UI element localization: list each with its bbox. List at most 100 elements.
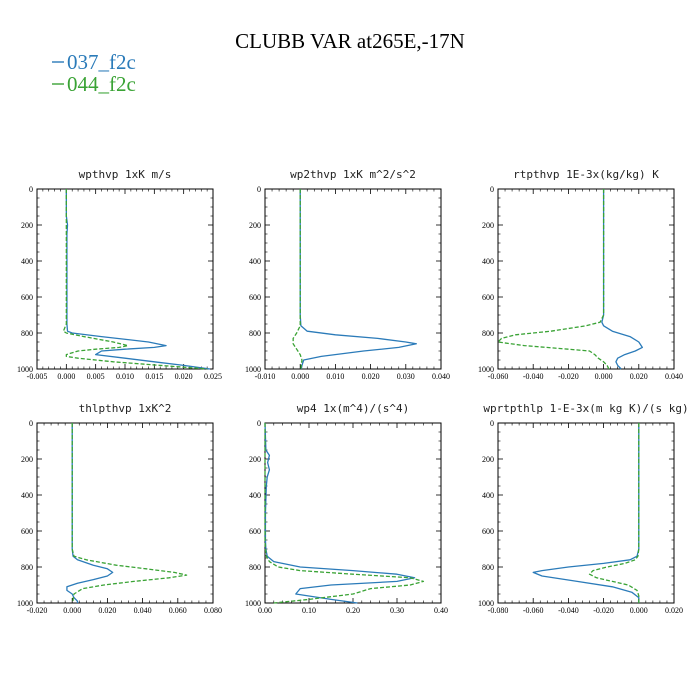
series-line-037_f2c: [264, 422, 416, 604]
y-tick-label: 400: [249, 491, 261, 500]
x-tick-label: 0.000: [57, 372, 75, 381]
y-tick-label: 400: [21, 491, 33, 500]
legend-label-1: 037_f2c: [67, 50, 136, 74]
x-tick-label: 0.025: [204, 372, 222, 381]
plot-frame: [497, 188, 675, 370]
panels: wpthvp 1xK m/s-0.005 0.000 0.005 0.010 0.015…: [17, 168, 689, 615]
x-tick-label: -0.020: [558, 372, 579, 381]
figure-title: CLUBB VAR at265E,-17N: [235, 29, 465, 53]
x-tick-label: 0.40: [434, 606, 448, 615]
series-line-044_f2c: [62, 189, 208, 370]
x-tick-label: 0.000: [291, 372, 309, 381]
y-tick-label: 800: [21, 329, 33, 338]
plot-frame: [497, 422, 675, 604]
y-tick-label: 600: [249, 293, 261, 302]
y-tick-label: 0: [257, 185, 261, 194]
panel-3: rtpthvp 1E-3x(kg/kg) K -0.060 -0.040 -0.020…: [478, 168, 683, 381]
y-tick-label: 600: [21, 293, 33, 302]
y-tick-label: 800: [249, 329, 261, 338]
y-tick-label: 0: [29, 185, 33, 194]
y-tick-label: 0: [257, 419, 261, 428]
y-tick-label: 0: [490, 419, 494, 428]
x-tick-label: 0.040: [665, 372, 683, 381]
panel-title: thlpthvp 1xK^2: [79, 402, 172, 415]
series-line-037_f2c: [66, 423, 114, 603]
x-tick-label: 0.000: [63, 606, 81, 615]
y-tick-label: 800: [249, 563, 261, 572]
y-tick-label: 400: [482, 491, 494, 500]
x-tick-label: 0.080: [204, 606, 222, 615]
x-tick-label: 0.20: [346, 606, 360, 615]
x-tick-label: 0.020: [665, 606, 683, 615]
series-line-044_f2c: [497, 189, 610, 370]
x-tick-label: -0.020: [593, 606, 614, 615]
x-tick-label: -0.080: [488, 606, 509, 615]
x-tick-label: 0.10: [302, 606, 316, 615]
panel-title: rtpthvp 1E-3x(kg/kg) K: [513, 168, 659, 181]
y-tick-label: 800: [482, 563, 494, 572]
legend: 037_f2c 044_f2c: [52, 50, 136, 96]
x-tick-label: -0.010: [255, 372, 276, 381]
series-line-044_f2c: [292, 189, 303, 370]
x-tick-label: 0.060: [169, 606, 187, 615]
x-tick-label: 0.030: [397, 372, 415, 381]
y-tick-label: 1000: [17, 365, 33, 374]
x-tick-label: 0.000: [630, 606, 648, 615]
y-tick-label: 200: [482, 221, 494, 230]
x-tick-label: 0.00: [258, 606, 272, 615]
y-tick-label: 600: [482, 293, 494, 302]
panel-2: wp2thvp 1xK m^2/s^2 -0.010 0.000 0.010 0.020…: [245, 168, 450, 381]
x-tick-label: 0.010: [116, 372, 134, 381]
x-tick-label: -0.060: [488, 372, 509, 381]
y-tick-label: 800: [482, 329, 494, 338]
x-tick-label: 0.020: [175, 372, 193, 381]
series-line-044_f2c: [71, 423, 188, 604]
y-tick-label: 400: [21, 257, 33, 266]
panel-4: thlpthvp 1xK^2 -0.020 0.000 0.020 0.040 0.060…: [17, 402, 222, 615]
y-tick-label: 400: [249, 257, 261, 266]
y-tick-label: 0: [29, 419, 33, 428]
y-tick-label: 600: [21, 527, 33, 536]
panel-6: wprtpthlp 1-E-3x(m kg K)/(s kg) -0.080 -0.…: [478, 402, 689, 615]
y-tick-label: 1000: [17, 599, 33, 608]
y-tick-label: 400: [482, 257, 494, 266]
y-tick-label: 0: [490, 185, 494, 194]
series-line-037_f2c: [601, 189, 643, 370]
panel-1: wpthvp 1xK m/s -0.005 0.000 0.005 0.010 0.015…: [17, 168, 222, 381]
x-tick-label: 0.020: [362, 372, 380, 381]
x-tick-label: -0.060: [523, 606, 544, 615]
x-tick-label: 0.015: [145, 372, 163, 381]
y-tick-label: 800: [21, 563, 33, 572]
legend-label-2: 044_f2c: [67, 72, 136, 96]
x-tick-label: -0.040: [523, 372, 544, 381]
legend-entry: 037_f2c: [67, 50, 136, 74]
x-tick-label: 0.020: [630, 372, 648, 381]
x-tick-label: 0.000: [595, 372, 613, 381]
x-tick-label: 0.020: [98, 606, 116, 615]
y-tick-label: 200: [21, 455, 33, 464]
panel-title: wprtpthlp 1-E-3x(m kg K)/(s kg): [483, 402, 688, 415]
y-tick-label: 1000: [478, 599, 494, 608]
x-tick-label: 0.010: [326, 372, 344, 381]
legend-entry: 044_f2c: [67, 72, 136, 96]
panel-title: wp4 1x(m^4)/(s^4): [297, 402, 410, 415]
plot-frame: [36, 422, 214, 604]
x-tick-label: -0.020: [27, 606, 48, 615]
x-tick-label: 0.040: [134, 606, 152, 615]
y-tick-label: 600: [482, 527, 494, 536]
x-tick-label: -0.040: [558, 606, 579, 615]
y-tick-label: 200: [249, 455, 261, 464]
panel-5: wp4 1x(m^4)/(s^4) 0.00 0.10 0.20 0.30 0.40 0 20…: [245, 402, 448, 615]
series-line-037_f2c: [532, 423, 640, 603]
y-tick-label: 600: [249, 527, 261, 536]
panel-title: wpthvp 1xK m/s: [79, 168, 172, 181]
y-tick-label: 1000: [478, 365, 494, 374]
y-tick-label: 200: [21, 221, 33, 230]
plot-frame: [264, 422, 442, 604]
y-tick-label: 1000: [245, 365, 261, 374]
y-tick-label: 200: [482, 455, 494, 464]
x-tick-label: 0.040: [432, 372, 450, 381]
panel-title: wp2thvp 1xK m^2/s^2: [290, 168, 416, 181]
series-line-037_f2c: [65, 189, 211, 370]
